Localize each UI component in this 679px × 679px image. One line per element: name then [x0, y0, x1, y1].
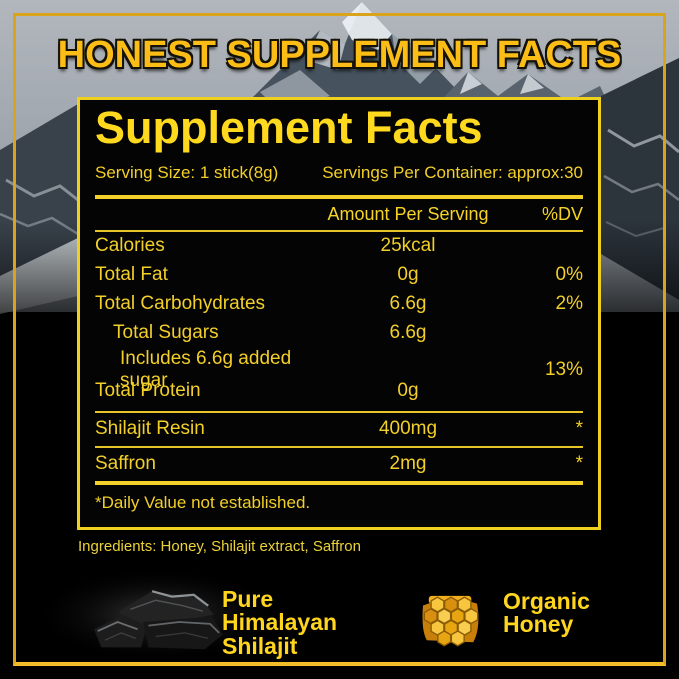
table-row-total-fat: Total Fat 0g 0% — [95, 264, 583, 286]
divider-thin — [95, 410, 583, 413]
page-title: HONEST SUPPLEMENT FACTS — [57, 34, 622, 76]
shilajit-badge-label: Pure Himalayan Shilajit — [222, 586, 338, 659]
honeycomb-icon — [422, 595, 479, 647]
daily-value-footnote: *Daily Value not established. — [95, 492, 311, 512]
table-row-shilajit-resin: Shilajit Resin 400mg * — [95, 418, 583, 440]
amount-per-serving-header: Amount Per Serving — [327, 203, 489, 224]
table-row-total-carbohydrates: Total Carbohydrates 6.6g 2% — [95, 293, 583, 315]
table-row-saffron: Saffron 2mg * — [95, 453, 583, 475]
shilajit-rocks-icon — [94, 590, 223, 650]
divider-thin — [95, 229, 583, 232]
table-row-total-protein: Total Protein 0g — [95, 380, 419, 402]
divider-thick — [95, 194, 583, 199]
divider-thick — [95, 480, 583, 485]
central-peak — [238, 2, 478, 112]
dv-header: %DV — [541, 203, 583, 224]
serving-info-row: Serving Size: 1 stick(8g) Servings Per C… — [95, 163, 583, 183]
servings-per-container: Servings Per Container: approx:30 — [322, 162, 583, 182]
serving-size: Serving Size: 1 stick(8g) — [95, 162, 279, 182]
table-row-calories: Calories 25kcal — [95, 235, 436, 257]
honey-badge-label: Organic Honey — [503, 588, 590, 638]
table-row-total-sugars: Total Sugars 6.6g — [113, 322, 427, 344]
divider-thin — [95, 445, 583, 448]
panel-title: Supplement Facts — [95, 102, 483, 153]
table-header-row: Amount Per Serving %DV — [95, 199, 583, 230]
table-row-added-sugar: Includes 6.6g added sugar 13% — [120, 347, 583, 391]
supplement-facts-panel: Supplement Facts Serving Size: 1 stick(8… — [77, 97, 601, 530]
ingredients-text: Ingredients: Honey, Shilajit extract, Sa… — [78, 538, 361, 555]
